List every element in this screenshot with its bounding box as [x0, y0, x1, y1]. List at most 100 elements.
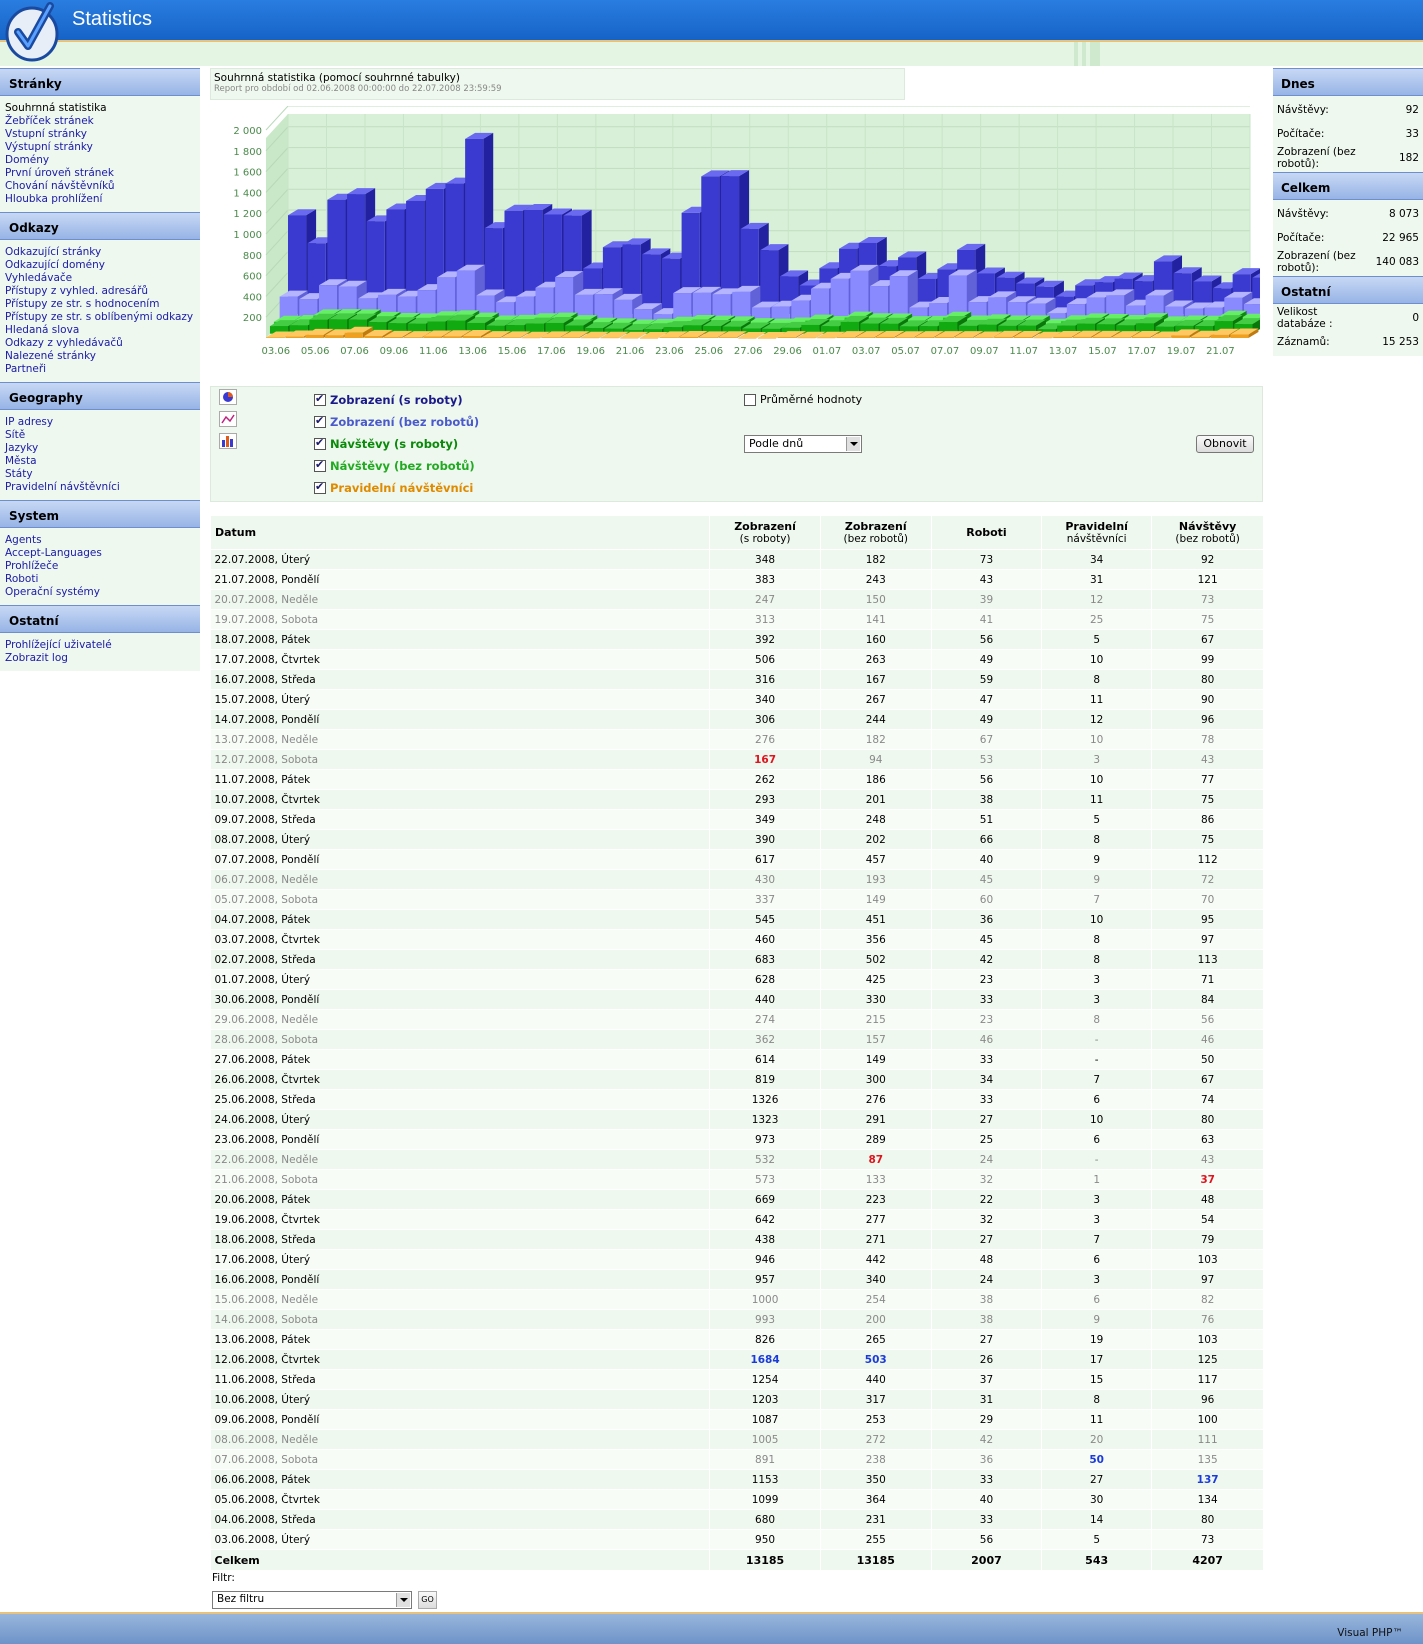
bar [604, 328, 623, 334]
bar-chart-icon[interactable] [219, 433, 237, 449]
summary-section-body: Návštěvy: 8 073 Počítače: 22 965 Zobrazení (… [1273, 200, 1423, 276]
sidebar-link[interactable]: Sítě [5, 429, 26, 441]
checkbox-box[interactable] [314, 436, 326, 450]
bar [288, 215, 307, 314]
summary-row: Počítače: 22 965 [1277, 226, 1419, 250]
table-row: 11.06.2008, Středa 1254 440 37 15 117 [210, 1369, 1263, 1390]
sidebar-link[interactable]: Přístupy z vyhled. adresářů [5, 285, 149, 297]
date-cell: 05.07.2008, Sobota [210, 889, 710, 910]
sidebar-link[interactable]: Odkazy z vyhledávačů [5, 337, 123, 349]
sidebar-link[interactable]: Hledaná slova [5, 324, 80, 336]
bar-top [1210, 328, 1239, 335]
line-chart-icon[interactable] [219, 411, 237, 427]
value-cell: 33 [930, 1509, 1042, 1530]
table-row: 29.06.2008, Neděle 274 215 23 8 56 [210, 1009, 1263, 1030]
sidebar-link[interactable]: Přístupy ze str. s oblíbenými odkazy [5, 311, 194, 323]
value-cell: 137 [1151, 1469, 1263, 1490]
bar [466, 322, 485, 334]
bar-top [679, 330, 708, 337]
bar [486, 325, 505, 334]
sidebar-link[interactable]: Partneři [5, 363, 47, 375]
bar-side [1189, 329, 1200, 338]
bar [1072, 336, 1091, 338]
gridline [265, 106, 289, 131]
total-cell: 543 [1041, 1549, 1152, 1570]
bar [761, 328, 781, 334]
checkbox-box[interactable] [314, 480, 326, 494]
sidebar-link[interactable]: Agents [5, 534, 42, 546]
sidebar-link[interactable]: Státy [5, 468, 33, 480]
sidebar-link[interactable]: Jazyky [5, 442, 39, 454]
value-cell: 573 [709, 1169, 821, 1190]
sidebar-link[interactable]: Žebříček stránek [5, 115, 94, 127]
sidebar-link[interactable]: Accept-Languages [5, 547, 102, 559]
date-cell: 09.06.2008, Pondělí [210, 1409, 710, 1430]
checkbox-box[interactable] [314, 392, 326, 406]
value-cell: 33 [930, 1469, 1042, 1490]
bar [1171, 335, 1190, 338]
filter-select[interactable]: Bez filtru [212, 1591, 412, 1609]
table-row: 05.07.2008, Sobota 337 149 60 7 70 [210, 889, 1263, 910]
pie-chart-icon[interactable] [219, 389, 237, 405]
bar-top [504, 204, 533, 211]
series-checkbox[interactable]: Zobrazení (s roboty) [314, 392, 463, 407]
average-values-checkbox[interactable]: Průměrné hodnoty [744, 393, 862, 406]
sidebar-link[interactable]: Vstupní stránky [5, 128, 87, 140]
bar [679, 336, 698, 338]
summary-value: 0 [1412, 312, 1419, 324]
sidebar-link[interactable]: Prohlížeče [5, 560, 59, 572]
checkbox-box[interactable] [314, 458, 326, 472]
sidebar-link[interactable]: Chování návštěvníků [5, 180, 115, 192]
sidebar-link[interactable]: Roboti [5, 573, 39, 585]
chevron-down-icon[interactable] [396, 1593, 410, 1607]
sidebar-link[interactable]: Odkazující domény [5, 259, 105, 271]
sidebar-link[interactable]: Operační systémy [5, 586, 100, 598]
series-checkbox[interactable]: Návštěvy (bez robotů) [314, 458, 475, 473]
sidebar-link[interactable]: Pravidelní návštěvníci [5, 481, 120, 493]
bar [758, 338, 777, 339]
refresh-button[interactable]: Obnovit [1196, 435, 1254, 453]
sidebar-link[interactable]: Domény [5, 154, 50, 166]
value-cell: 80 [1151, 669, 1263, 690]
value-cell: 34 [1041, 549, 1152, 570]
sidebar-link[interactable]: Odkazující stránky [5, 246, 102, 258]
sidebar-link[interactable]: Města [5, 455, 37, 467]
sidebar-link[interactable]: Výstupní stránky [5, 141, 93, 153]
value-cell: 67 [1151, 1069, 1263, 1090]
sidebar-link[interactable]: Hloubka prohlížení [5, 193, 103, 205]
table-row: 14.06.2008, Sobota 993 200 38 9 76 [210, 1309, 1263, 1330]
group-by-select[interactable]: Podle dnů [744, 435, 862, 453]
date-cell: 08.07.2008, Úterý [210, 829, 710, 850]
sidebar-link[interactable]: Přístupy ze str. s hodnocením [5, 298, 160, 310]
value-cell: 243 [819, 569, 932, 590]
value-cell: 45 [930, 869, 1042, 890]
bar-top [319, 279, 348, 286]
x-tick-label: 13.06 [458, 346, 487, 357]
sidebar-link[interactable]: První úroveň stránek [5, 167, 114, 179]
sidebar-link[interactable]: Nalezené stránky [5, 350, 97, 362]
bar [683, 325, 702, 334]
series-checkbox[interactable]: Zobrazení (bez robotů) [314, 414, 479, 429]
bar [642, 254, 661, 314]
x-tick-label: 19.06 [576, 346, 605, 357]
sidebar-link[interactable]: Zobrazit log [5, 652, 68, 664]
chevron-down-icon[interactable] [846, 437, 860, 451]
sidebar-link[interactable]: Prohlížející uživatelé [5, 639, 112, 651]
bar-top [740, 222, 769, 229]
series-checkbox[interactable]: Pravidelní návštěvníci [314, 480, 474, 495]
sidebar-link[interactable]: IP adresy [5, 416, 54, 428]
checkbox-box[interactable] [314, 414, 326, 428]
checkbox-box[interactable] [744, 393, 756, 406]
go-button[interactable]: GO [418, 1591, 437, 1609]
series-checkbox[interactable]: Návštěvy (s roboty) [314, 436, 458, 451]
sidebar-link[interactable]: Souhrnná statistika [5, 102, 107, 114]
value-cell: 73 [1151, 1529, 1263, 1550]
bar [305, 334, 324, 338]
date-cell: 21.07.2008, Pondělí [210, 569, 710, 590]
bar-top [856, 331, 885, 338]
sidebar-link[interactable]: Vyhledávače [5, 272, 73, 284]
value-cell: 545 [709, 909, 821, 930]
series-checkbox-label: Pravidelní návštěvníci [330, 481, 474, 495]
value-cell: 349 [709, 809, 821, 830]
value-cell: 92 [1151, 549, 1263, 570]
